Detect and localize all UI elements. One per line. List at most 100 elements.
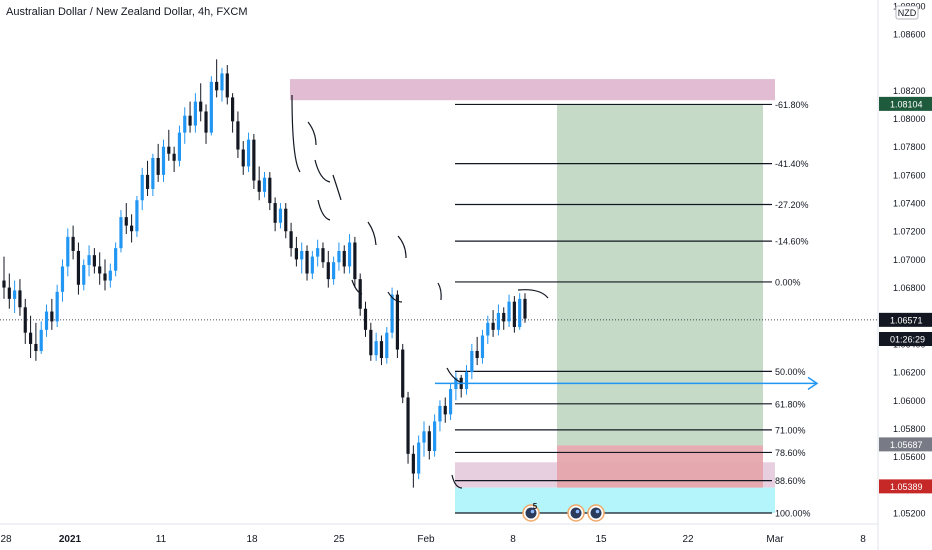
candle xyxy=(151,153,155,197)
candle xyxy=(183,107,187,144)
candle-body xyxy=(321,248,325,263)
candle xyxy=(172,146,176,173)
candle-body xyxy=(60,266,65,292)
event-marker-dot xyxy=(595,509,600,514)
candle xyxy=(177,125,182,167)
time-tick-label: 11 xyxy=(156,534,167,545)
candle-body xyxy=(241,149,245,167)
candle-body xyxy=(167,146,171,154)
event-marker-icon xyxy=(522,504,540,522)
take-profit-zone xyxy=(557,104,763,446)
candle xyxy=(411,445,415,488)
candle xyxy=(300,242,304,274)
candle xyxy=(289,222,293,257)
candle xyxy=(129,214,134,243)
candle xyxy=(417,435,421,480)
event-marker-core xyxy=(570,507,582,519)
swing-arc xyxy=(446,367,461,383)
candle xyxy=(23,298,27,344)
candle-body xyxy=(363,308,368,330)
candle xyxy=(353,236,357,288)
fib-level-label: 0.00% xyxy=(775,277,801,287)
candle xyxy=(406,391,410,464)
fib-level-label: 78.60% xyxy=(775,448,806,458)
fib-level-label: -27.20% xyxy=(775,200,809,210)
event-marker-icon xyxy=(587,504,605,522)
candle xyxy=(246,132,251,173)
event-marker-icon xyxy=(567,504,585,522)
candle xyxy=(305,245,309,281)
candle-body xyxy=(491,322,495,330)
candle xyxy=(87,245,91,277)
candle-body xyxy=(337,250,341,263)
currency-label: NZD xyxy=(898,8,917,18)
candle xyxy=(512,296,516,333)
currency-box xyxy=(895,5,919,20)
time-tick-label: 15 xyxy=(595,534,607,545)
candle xyxy=(480,329,485,364)
time-tick-label: 2021 xyxy=(59,534,82,545)
candle xyxy=(507,294,511,328)
candle-body xyxy=(448,389,453,415)
candle xyxy=(332,256,336,285)
candle-body xyxy=(502,312,506,322)
candle xyxy=(363,301,368,337)
price-tick-label: 1.07000 xyxy=(893,255,926,265)
candle-body xyxy=(480,335,485,359)
candle-body xyxy=(358,279,362,309)
candle-body xyxy=(119,217,123,249)
candle xyxy=(379,335,384,366)
candle-body xyxy=(103,273,107,281)
candle xyxy=(66,228,70,277)
candle xyxy=(2,256,6,299)
candle xyxy=(316,239,320,267)
candle xyxy=(92,248,96,274)
fib-level-label: -14.60% xyxy=(775,237,809,247)
candle-body xyxy=(385,332,389,359)
price-tick-label: 1.07600 xyxy=(893,170,926,180)
candle-body xyxy=(50,311,54,322)
candle-body xyxy=(44,311,49,330)
candle-body xyxy=(289,231,293,249)
candle xyxy=(310,250,314,280)
candle xyxy=(28,315,33,359)
candle xyxy=(448,383,453,421)
time-tick-label: 25 xyxy=(333,534,345,545)
candle xyxy=(278,203,283,229)
fib-level-label: -41.40% xyxy=(775,159,809,169)
time-tick-label: 28 xyxy=(0,534,12,545)
candle-body xyxy=(300,250,304,260)
candle xyxy=(114,242,118,277)
candle xyxy=(71,225,75,260)
price-tick-label: 1.08600 xyxy=(893,29,926,39)
candle xyxy=(135,196,139,237)
candle-body xyxy=(294,248,298,260)
candle xyxy=(459,374,463,398)
price-badge xyxy=(879,96,932,111)
candle xyxy=(220,67,224,102)
candle xyxy=(273,197,277,232)
candle-body xyxy=(507,301,511,322)
candle xyxy=(44,304,49,337)
swing-arc xyxy=(437,282,442,301)
price-badge-label: 1.05687 xyxy=(890,440,923,450)
candle-body xyxy=(347,242,352,267)
candle xyxy=(369,322,373,361)
candle-body xyxy=(305,250,309,274)
candle xyxy=(188,101,192,133)
candle xyxy=(518,293,522,330)
candle-body xyxy=(310,256,314,274)
candle-body xyxy=(92,255,96,267)
candle xyxy=(385,327,389,364)
swing-arc xyxy=(291,94,301,173)
candle xyxy=(50,298,54,330)
candle-body xyxy=(252,139,256,181)
candle-body xyxy=(342,250,346,267)
candle xyxy=(257,166,261,201)
candle-body xyxy=(475,350,479,359)
candle-body xyxy=(71,236,75,251)
candle xyxy=(443,397,447,423)
candle xyxy=(39,321,43,354)
candle xyxy=(502,307,506,330)
